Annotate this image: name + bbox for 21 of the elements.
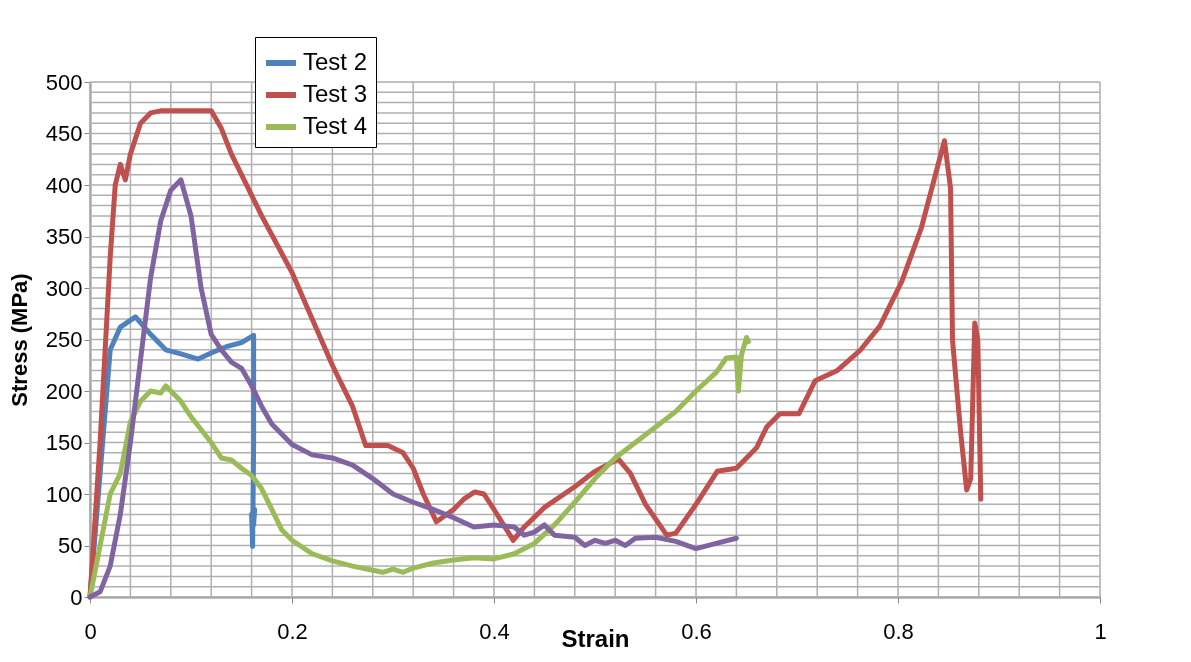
y-tick-label: 100	[45, 481, 83, 507]
y-tick-label: 200	[45, 378, 83, 404]
y-tick-label: 350	[45, 224, 83, 249]
x-tick-label: 0.4	[479, 618, 510, 644]
x-axis-title: Strain	[561, 624, 630, 652]
y-tick-label: 500	[45, 69, 83, 95]
y-tick-label: 300	[45, 275, 83, 301]
y-tick-label: 400	[45, 172, 83, 198]
legend-label: Test 3	[303, 80, 368, 107]
legend-label: Test 2	[303, 48, 368, 75]
y-tick-label: 0	[70, 584, 83, 610]
x-tick-label: 0.2	[277, 618, 308, 644]
x-tick-label: 1	[1094, 618, 1107, 644]
y-tick-label: 50	[58, 533, 83, 558]
y-tick-label: 250	[45, 327, 83, 352]
y-axis-title: Stress (MPa)	[6, 273, 32, 407]
x-tick-label: 0.8	[883, 618, 914, 644]
y-tick-label: 450	[45, 121, 83, 146]
x-tick-label: 0.6	[681, 618, 712, 644]
y-tick-label: 150	[45, 430, 83, 455]
legend-label: Test 4	[303, 112, 368, 139]
